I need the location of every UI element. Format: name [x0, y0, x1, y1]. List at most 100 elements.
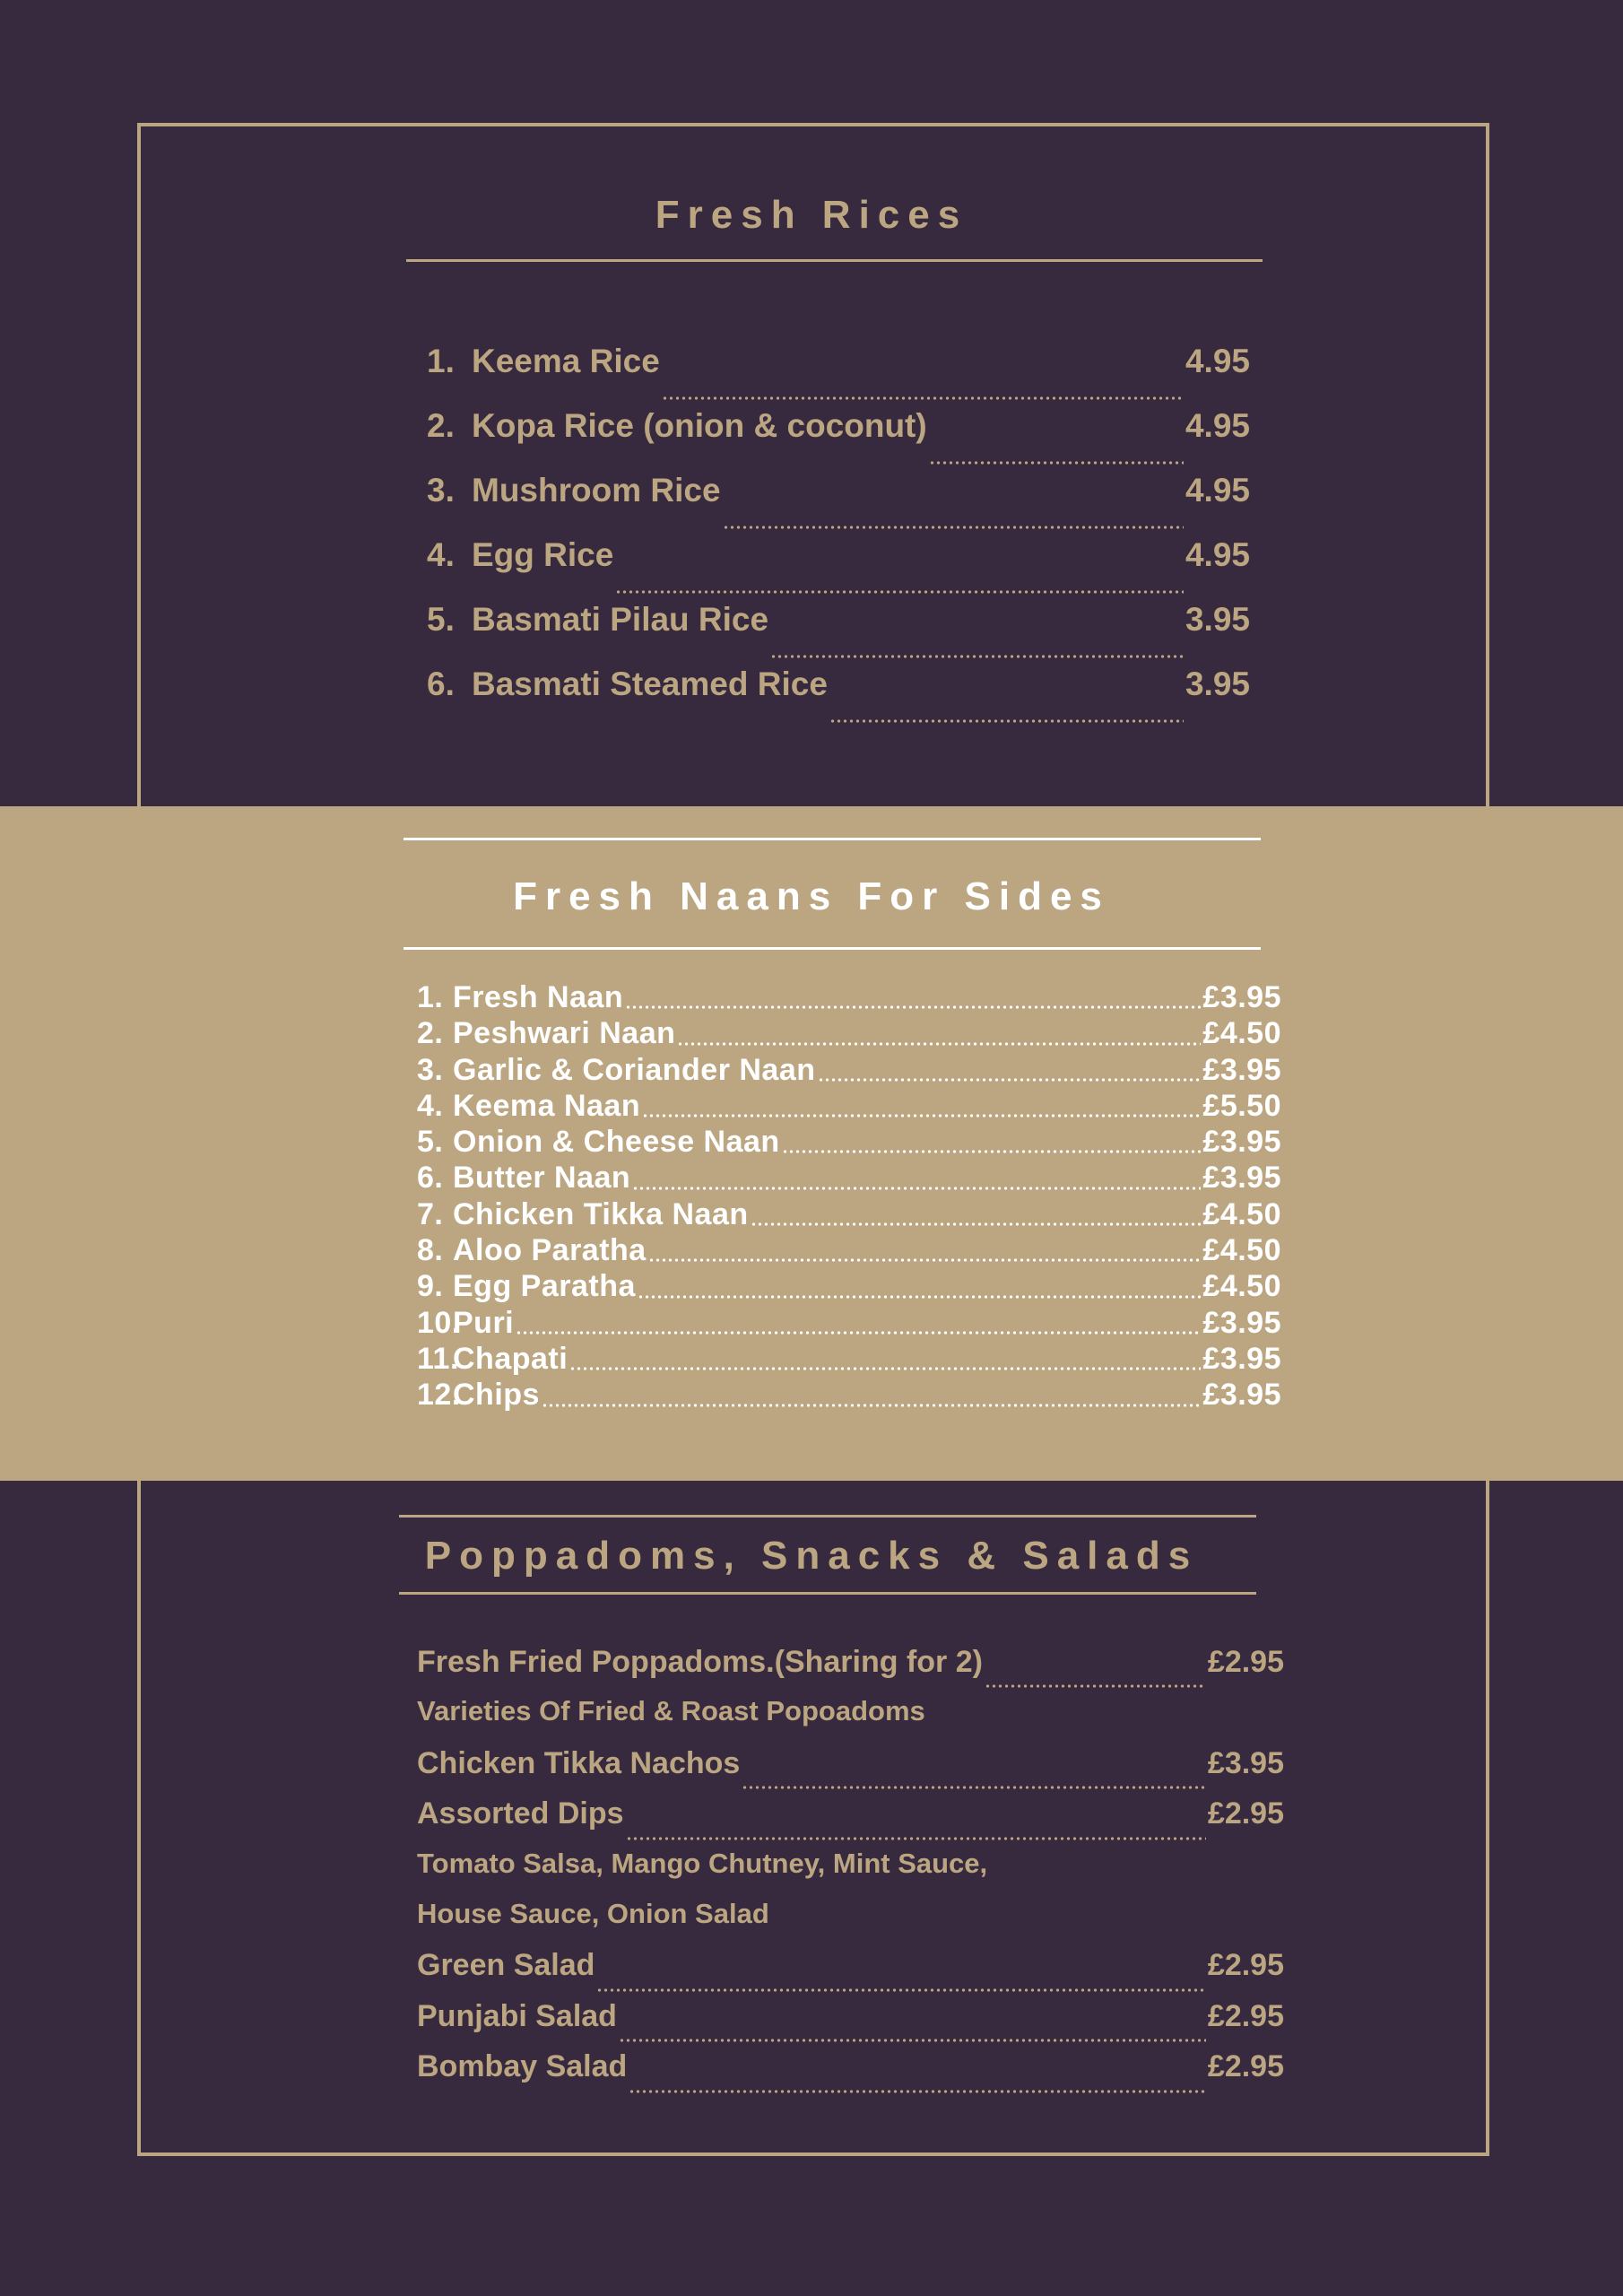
menu-item: 7. Chicken Tikka Naan £4.50	[417, 1197, 1281, 1233]
item-name: Green Salad	[417, 1948, 595, 1983]
dot-leader	[625, 1005, 1202, 1010]
item-name: Keema Naan	[453, 1088, 641, 1123]
menu-border	[137, 123, 1489, 2156]
item-name: Aloo Paratha	[453, 1233, 647, 1268]
item-name: Basmati Pilau Rice	[472, 601, 769, 638]
item-price: £3.95	[1202, 1052, 1281, 1087]
dot-leader	[637, 1294, 1202, 1299]
item-name: Assorted Dips	[417, 1796, 624, 1831]
item-name: Chips	[453, 1378, 540, 1413]
dot-leader	[770, 655, 1184, 658]
dot-leader	[677, 1041, 1202, 1046]
item-number: 9.	[417, 1269, 444, 1304]
item-number: 2.	[427, 407, 455, 444]
dot-leader	[596, 1987, 1206, 1992]
item-number: 3.	[427, 472, 455, 509]
item-name: Mushroom Rice	[472, 472, 721, 509]
item-price: £4.50	[1202, 1233, 1281, 1268]
menu-item: Bombay Salad £2.95	[417, 2049, 1284, 2100]
item-name: Punjabi Salad	[417, 1998, 617, 2033]
dot-leader	[569, 1367, 1202, 1371]
item-price: £3.95	[1202, 1125, 1281, 1160]
item-price: £2.95	[1207, 1948, 1284, 1983]
menu-item: Green Salad £2.95	[417, 1948, 1284, 1998]
item-name: Butter Naan	[453, 1161, 631, 1196]
dot-leader	[742, 1786, 1206, 1790]
item-name: Bombay Salad	[417, 2049, 628, 2084]
item-number: 6.	[417, 1161, 444, 1196]
menu-item: 4. Keema Naan £5.50	[417, 1089, 1281, 1125]
menu-item: 5. Basmati Pilau Rice 3.95	[427, 601, 1250, 665]
item-price: £3.95	[1202, 1341, 1281, 1376]
menu-item: Varieties Of Fried & Roast Popoadoms	[417, 1695, 1284, 1745]
item-number: 5.	[417, 1125, 444, 1160]
menu-item: 12. Chips £3.95	[417, 1378, 1281, 1413]
item-number: 12.	[417, 1378, 461, 1413]
menu-item: 8. Aloo Paratha £4.50	[417, 1233, 1281, 1269]
menu-item: 10. Puri £3.95	[417, 1306, 1281, 1342]
item-price: £3.95	[1202, 1378, 1281, 1413]
dot-leader	[642, 1114, 1202, 1118]
dot-leader	[615, 590, 1184, 594]
item-price: £4.50	[1202, 1016, 1281, 1051]
menu-item: Punjabi Salad £2.95	[417, 1999, 1284, 2049]
menu-item: 5. Onion & Cheese Naan £3.95	[417, 1125, 1281, 1161]
snacks-title: Poppadoms, Snacks & Salads	[424, 1534, 1199, 1578]
item-price: £4.50	[1202, 1196, 1281, 1231]
dot-leader	[541, 1403, 1202, 1407]
dot-leader	[629, 2089, 1206, 2093]
item-name: Egg Rice	[472, 536, 614, 573]
item-name: Fresh Naan	[453, 980, 624, 1014]
dot-leader	[984, 1684, 1206, 1689]
item-price: £3.95	[1202, 980, 1281, 1014]
item-number: 4.	[427, 536, 455, 573]
item-price: £3.95	[1202, 1305, 1281, 1340]
naans-title: Fresh Naans For Sides	[513, 874, 1110, 918]
item-name: Puri	[453, 1305, 515, 1340]
menu-item: 4. Egg Rice 4.95	[427, 536, 1250, 601]
item-number: 5.	[427, 601, 455, 638]
item-number: 1.	[417, 980, 444, 1014]
dot-leader	[647, 1258, 1202, 1263]
menu-item: House Sauce, Onion Salad	[417, 1898, 1284, 1948]
item-name: Chicken Tikka Naan	[453, 1196, 749, 1231]
dot-leader	[928, 461, 1184, 465]
item-number: 2.	[417, 1016, 444, 1051]
item-price: £2.95	[1207, 1998, 1284, 2033]
dot-leader	[625, 1836, 1206, 1840]
menu-item: 11. Chapati £3.95	[417, 1342, 1281, 1378]
menu-item: 6. Butter Naan £3.95	[417, 1161, 1281, 1196]
item-number: 7.	[417, 1196, 444, 1231]
menu-item: Assorted Dips £2.95	[417, 1796, 1284, 1847]
item-name: Kopa Rice (onion & coconut)	[472, 407, 927, 444]
item-price: 4.95	[1185, 407, 1250, 444]
item-name: Keema Rice	[472, 343, 660, 379]
menu-item: Chicken Tikka Nachos £3.95	[417, 1746, 1284, 1796]
item-price: 4.95	[1185, 343, 1250, 379]
item-name: Fresh Fried Poppadoms.(Sharing for 2)	[417, 1645, 983, 1679]
item-number: 6.	[427, 665, 455, 702]
dot-leader	[817, 1077, 1202, 1082]
divider	[404, 838, 1261, 840]
item-name: House Sauce, Onion Salad	[417, 1897, 769, 1929]
dot-leader	[829, 719, 1184, 723]
item-name: Chicken Tikka Nachos	[417, 1745, 741, 1780]
menu-item: 2. Peshwari Naan £4.50	[417, 1016, 1281, 1052]
menu-item: 3. Garlic & Coriander Naan £3.95	[417, 1053, 1281, 1089]
item-name: Garlic & Coriander Naan	[453, 1052, 816, 1087]
dot-leader	[618, 2039, 1206, 2043]
item-price: £2.95	[1207, 1796, 1284, 1831]
item-name: Chapati	[453, 1341, 568, 1376]
item-name: Tomato Salsa, Mango Chutney, Mint Sauce,	[417, 1847, 988, 1879]
item-price: £2.95	[1207, 1645, 1284, 1679]
menu-item: 3. Mushroom Rice 4.95	[427, 472, 1250, 536]
item-price: 4.95	[1185, 536, 1250, 573]
item-number: 3.	[417, 1052, 444, 1087]
menu-item: 6. Basmati Steamed Rice 3.95	[427, 665, 1250, 730]
item-price: £3.95	[1202, 1161, 1281, 1196]
item-name: Peshwari Naan	[453, 1016, 676, 1051]
divider	[399, 1592, 1256, 1595]
divider	[399, 1515, 1256, 1518]
dot-leader	[750, 1222, 1202, 1227]
item-number: 11.	[417, 1341, 459, 1376]
